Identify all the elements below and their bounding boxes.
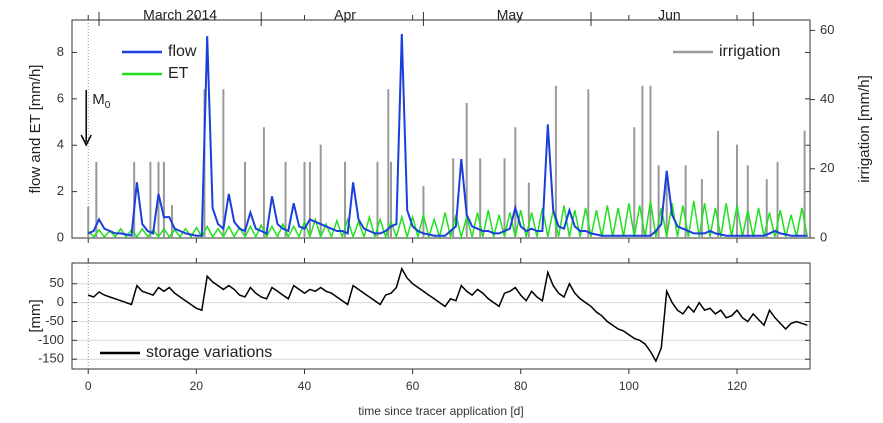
x-tick-label: 120 <box>727 379 747 393</box>
legend-label: storage variations <box>146 344 272 361</box>
month-label: Apr <box>334 7 356 23</box>
legend-label: irrigation <box>719 43 780 60</box>
y-tick-label: 6 <box>57 90 64 105</box>
series-line <box>87 33 808 237</box>
x-tick-label: 0 <box>85 379 92 393</box>
plot-frame <box>71 262 811 370</box>
y2-axis-label: irrigation [mm/h] <box>856 75 873 183</box>
month-label: Jun <box>658 7 681 23</box>
y2-tick-label: 60 <box>820 22 834 37</box>
x-tick-label: 100 <box>619 379 639 393</box>
annotation: M0 <box>92 91 111 111</box>
y-axis-label: [mm] <box>27 299 44 332</box>
y-tick-label: 4 <box>57 137 64 152</box>
annotation-arrowhead <box>80 134 92 147</box>
x-tick-label: 40 <box>298 379 312 393</box>
y-tick-label: 2 <box>57 183 64 198</box>
y-tick-label: -100 <box>38 332 64 347</box>
y-tick-label: 8 <box>57 44 64 59</box>
annotation-main: M <box>92 91 105 108</box>
y-tick-label: 0 <box>57 294 64 309</box>
y2-tick-label: 40 <box>820 91 834 106</box>
x-tick-label: 80 <box>514 379 528 393</box>
y2-tick-label: 20 <box>820 160 834 175</box>
y2-tick-label: 0 <box>820 229 827 244</box>
annotation-sub: 0 <box>105 100 111 111</box>
series-line <box>87 200 809 240</box>
y-axis-label: flow and ET [mm/h] <box>27 65 44 194</box>
y-tick-label: -50 <box>45 313 64 328</box>
legend-label: ET <box>168 65 189 82</box>
y-tick-label: 50 <box>50 275 64 290</box>
x-axis-label: time since tracer application [d] <box>358 404 523 418</box>
legend-label: flow <box>168 43 197 60</box>
x-tick-label: 20 <box>190 379 204 393</box>
y-tick-label: 0 <box>57 229 64 244</box>
plot-frame <box>71 19 811 239</box>
x-tick-label: 60 <box>406 379 420 393</box>
series-line <box>87 266 808 363</box>
month-label: March 2014 <box>143 7 217 23</box>
month-label: May <box>497 7 523 23</box>
y-tick-label: -150 <box>38 351 64 366</box>
